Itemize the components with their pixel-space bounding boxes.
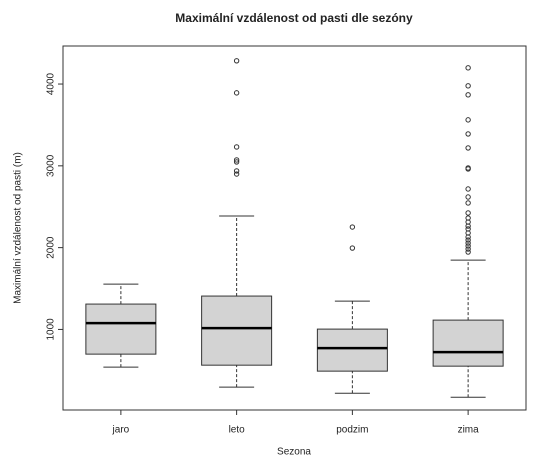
outlier bbox=[465, 186, 471, 192]
box bbox=[432, 319, 504, 367]
outlier bbox=[233, 58, 240, 64]
x-tick-label: leto bbox=[229, 425, 246, 436]
outlier bbox=[465, 234, 471, 240]
y-tick-label: 3000 bbox=[46, 154, 57, 177]
outlier bbox=[465, 117, 471, 123]
outlier bbox=[465, 83, 471, 89]
box bbox=[201, 295, 273, 366]
outlier bbox=[465, 249, 471, 255]
x-tick-label: zima bbox=[458, 425, 480, 436]
outlier bbox=[465, 65, 471, 71]
outlier bbox=[465, 210, 471, 216]
box bbox=[316, 328, 388, 372]
chart-title: Maximální vzdálenost od pasti dle sezóny bbox=[175, 11, 413, 25]
outlier bbox=[465, 194, 471, 200]
x-tick-label: jaro bbox=[112, 425, 130, 436]
outlier bbox=[465, 92, 471, 98]
x-tick-label: podzim bbox=[336, 425, 368, 436]
outlier bbox=[465, 166, 471, 172]
outlier bbox=[465, 200, 471, 206]
outlier bbox=[465, 246, 471, 252]
outlier bbox=[233, 159, 240, 165]
outlier bbox=[349, 245, 356, 251]
y-tick-label: 1000 bbox=[46, 318, 57, 341]
outlier bbox=[233, 168, 240, 174]
outlier bbox=[465, 223, 471, 229]
box bbox=[85, 303, 157, 355]
outlier bbox=[465, 243, 471, 249]
outlier bbox=[349, 224, 356, 230]
outlier bbox=[233, 157, 240, 163]
outlier bbox=[233, 90, 240, 96]
y-axis-label: Maximální vzdálenost od pasti (m) bbox=[13, 152, 24, 304]
y-tick-label: 2000 bbox=[46, 236, 57, 259]
outlier bbox=[465, 131, 471, 137]
outlier bbox=[465, 237, 471, 243]
outlier bbox=[233, 171, 240, 177]
plot-frame bbox=[62, 45, 527, 411]
outlier bbox=[233, 144, 240, 150]
outlier bbox=[465, 240, 471, 246]
x-axis-label: Sezona bbox=[277, 447, 311, 458]
y-tick-label: 4000 bbox=[46, 72, 57, 95]
outlier bbox=[465, 145, 471, 151]
